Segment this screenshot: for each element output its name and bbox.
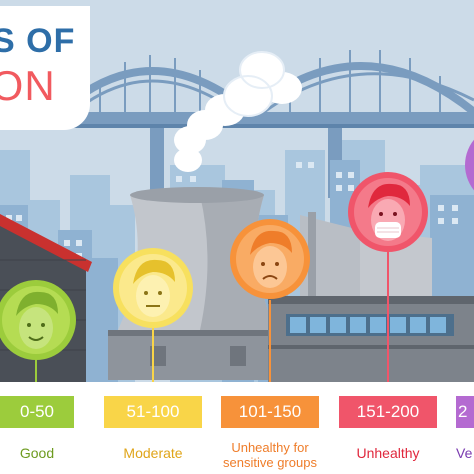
aqi-label-unhealthy-sensitive: Unhealthy for sensitive groups: [223, 440, 317, 470]
title-card: [0, 6, 90, 130]
page-title-line2: ION: [0, 62, 56, 109]
page-title-line1: S OF: [0, 22, 76, 60]
face-badge-unhealthy: [348, 172, 428, 252]
face-badge-moderate: [113, 248, 193, 328]
face-badge-good: [0, 280, 76, 360]
aqi-range-very-unhealthy: 2: [456, 396, 474, 428]
aqi-label-very-unhealthy: Ve: [456, 446, 473, 461]
face-icon: [16, 291, 58, 349]
aqi-label-good: Good: [19, 445, 55, 461]
mask-face-icon: [368, 183, 410, 241]
aqi-range-moderate: 51-100: [104, 396, 202, 428]
face-badge-unhealthy-sensitive: [230, 219, 310, 299]
face-icon: [133, 259, 175, 317]
face-badge-very-unhealthy: [465, 139, 474, 191]
smoke-icon: [174, 52, 302, 172]
aqi-range-unhealthy: 151-200: [339, 396, 437, 428]
aqi-range-good: 0-50: [0, 396, 74, 428]
aqi-label-moderate: Moderate: [123, 445, 183, 461]
smoke-outline: [223, 51, 285, 117]
face-icon: [250, 230, 292, 288]
aqi-range-unhealthy-sensitive: 101-150: [221, 396, 319, 428]
aqi-label-unhealthy: Unhealthy: [356, 445, 420, 461]
